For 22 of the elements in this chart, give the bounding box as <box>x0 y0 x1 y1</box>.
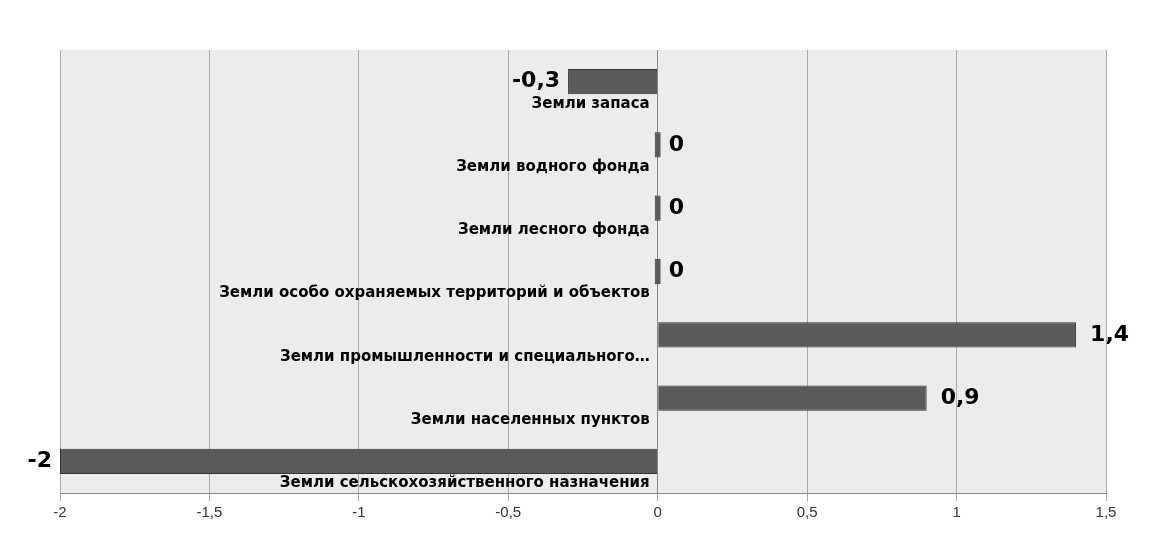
data-label: 0 <box>668 193 685 219</box>
data-label: -0,3 <box>511 67 561 93</box>
data-label: 0,9 <box>940 383 980 409</box>
x-tick-label: 1,5 <box>1095 503 1117 521</box>
y-tick-label: Земли запаса <box>531 93 650 112</box>
y-tick-label: Земли сельскохозяйственного назначения <box>279 473 650 492</box>
x-tick-label: -1 <box>352 503 366 521</box>
y-tick-label: Земли особо охраняемых территорий и объектов <box>219 283 650 302</box>
data-label: -2 <box>27 447 52 473</box>
data-label: 1,4 <box>1090 320 1130 346</box>
y-tick-label: Земли лесного фонда <box>458 220 650 239</box>
y-tick-label: Земли населенных пунктов <box>410 409 650 428</box>
y-tick-label: Земли водного фонда <box>456 156 650 175</box>
x-tick-label: 1 <box>952 503 961 521</box>
x-tick-label: 0,5 <box>796 503 818 521</box>
data-label: 0 <box>668 257 685 283</box>
x-tick-label: -1,5 <box>196 503 223 521</box>
data-label: 0 <box>668 130 685 156</box>
x-tick-label: 0 <box>653 503 662 521</box>
x-tick-label: -2 <box>53 503 67 521</box>
x-tick-label: -0,5 <box>495 503 522 521</box>
y-tick-label: Земли промышленности и специального… <box>280 346 650 365</box>
